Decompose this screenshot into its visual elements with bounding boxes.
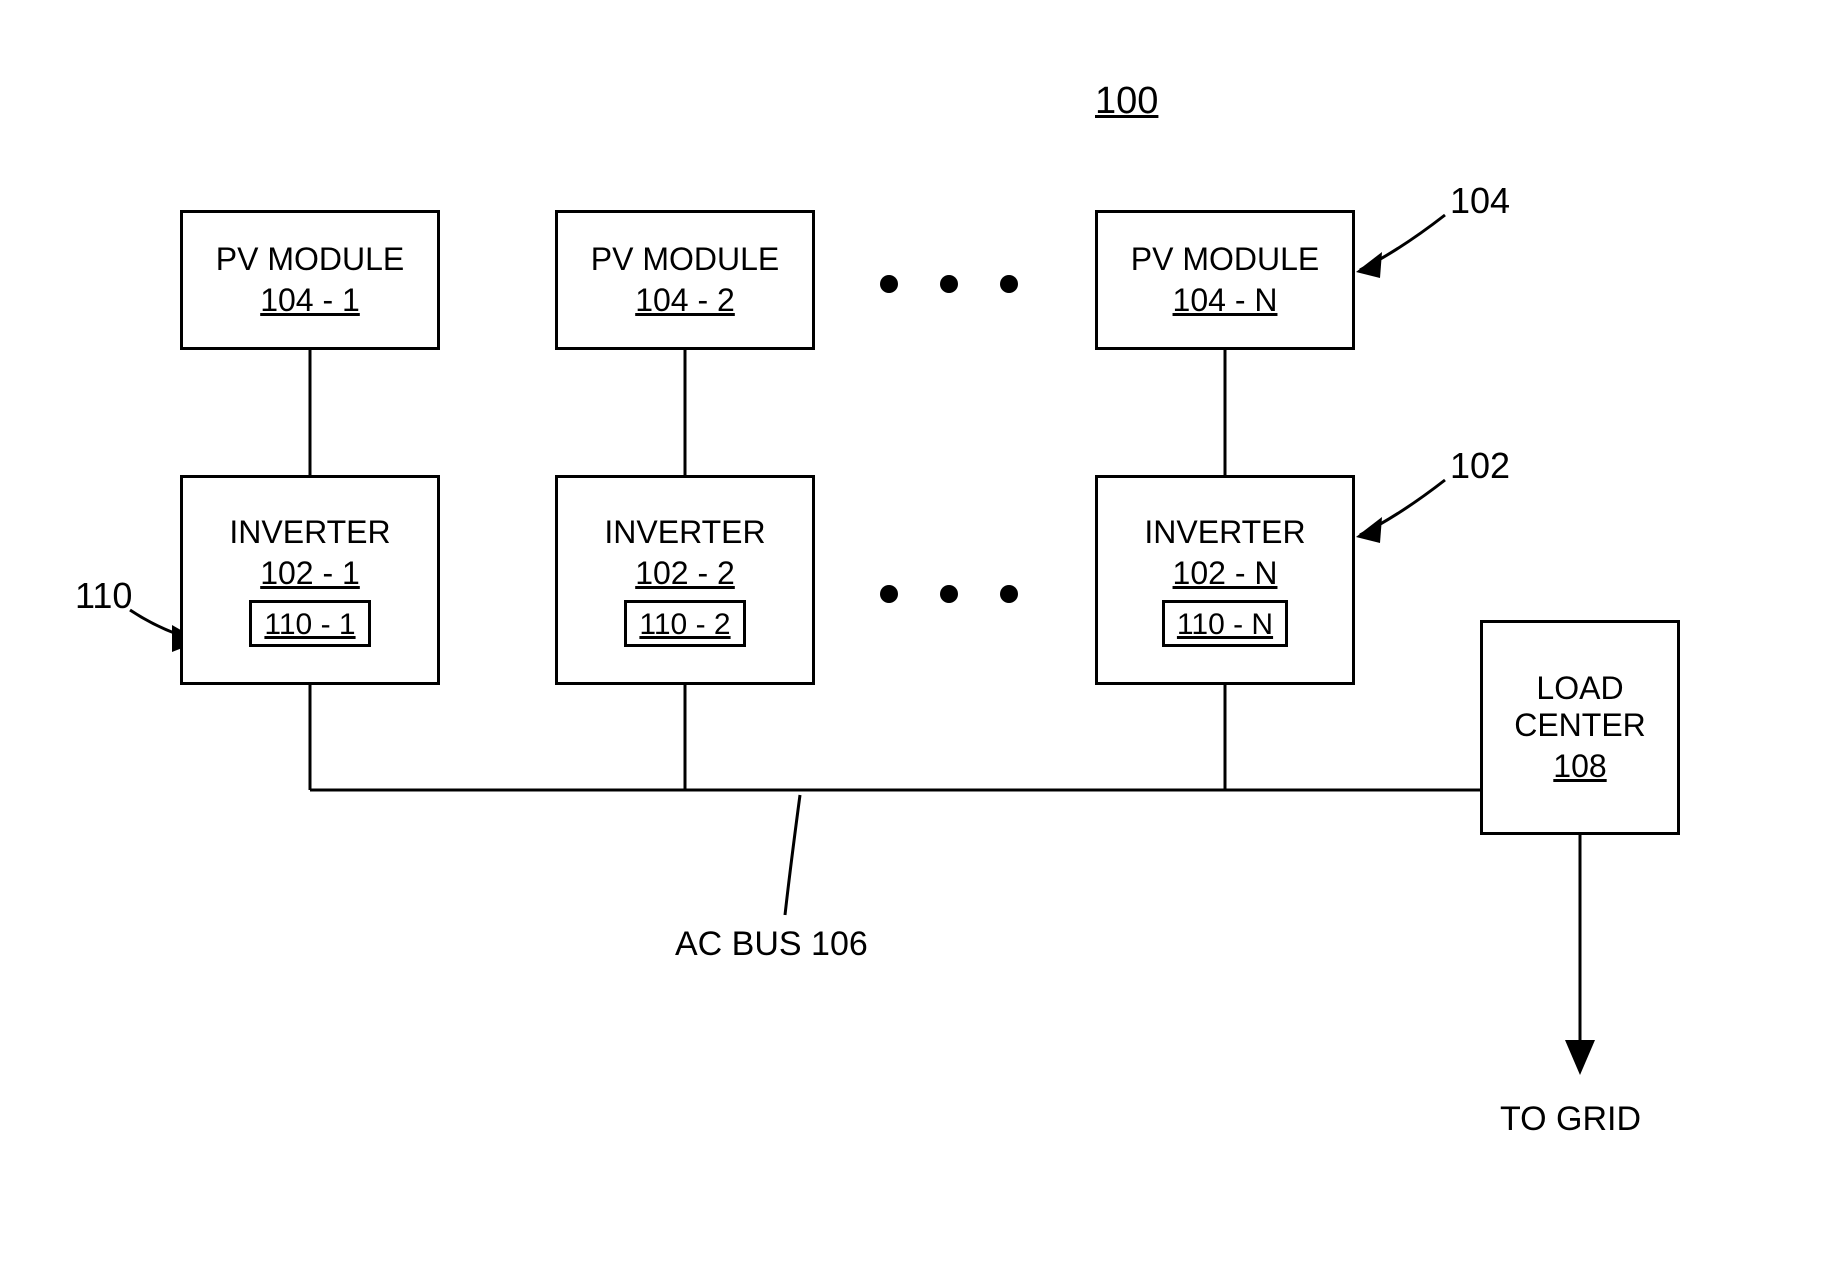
- pvn-title: PV MODULE: [1131, 241, 1319, 278]
- dot-icon: [1000, 585, 1018, 603]
- figure-reference: 100: [1095, 80, 1158, 123]
- ellipsis-middle: [880, 585, 1018, 603]
- pv2-ref: 104 - 2: [635, 282, 735, 319]
- pv1-ref: 104 - 1: [260, 282, 360, 319]
- inv2-sub: 110 - 2: [639, 608, 730, 641]
- pv2-title: PV MODULE: [591, 241, 779, 278]
- inv2-title: INVERTER: [604, 514, 765, 551]
- pv-module-2: PV MODULE 104 - 2: [555, 210, 815, 350]
- dot-icon: [940, 275, 958, 293]
- dot-icon: [880, 585, 898, 603]
- load-title1: LOAD: [1536, 670, 1623, 707]
- inv1-sub-box: 110 - 1: [249, 600, 370, 647]
- inv2-sub-box: 110 - 2: [624, 600, 745, 647]
- inv1-sub: 110 - 1: [264, 608, 355, 641]
- inv2-ref: 102 - 2: [635, 555, 735, 592]
- inverter-n: INVERTER 102 - N 110 - N: [1095, 475, 1355, 685]
- inverter-1: INVERTER 102 - 1 110 - 1: [180, 475, 440, 685]
- invn-ref: 102 - N: [1173, 555, 1278, 592]
- block-diagram: 100 PV MODULE 104 - 1 PV MODULE 104 - 2 …: [0, 0, 1826, 1285]
- to-grid-label: TO GRID: [1500, 1100, 1641, 1139]
- dot-icon: [880, 275, 898, 293]
- ellipsis-top: [880, 275, 1018, 293]
- dot-icon: [1000, 275, 1018, 293]
- invn-title: INVERTER: [1144, 514, 1305, 551]
- inverter-2: INVERTER 102 - 2 110 - 2: [555, 475, 815, 685]
- callout-pv-group: 104: [1450, 180, 1510, 222]
- load-center: LOAD CENTER 108: [1480, 620, 1680, 835]
- dot-icon: [940, 585, 958, 603]
- pv1-title: PV MODULE: [216, 241, 404, 278]
- inv1-title: INVERTER: [229, 514, 390, 551]
- pvn-ref: 104 - N: [1173, 282, 1278, 319]
- load-title2: CENTER: [1514, 707, 1646, 744]
- inv1-ref: 102 - 1: [260, 555, 360, 592]
- callout-inv-group: 102: [1450, 445, 1510, 487]
- invn-sub-box: 110 - N: [1162, 600, 1288, 647]
- callout-sub-group: 110: [75, 575, 132, 617]
- ac-bus-label: AC BUS 106: [675, 925, 868, 964]
- load-ref: 108: [1553, 748, 1606, 785]
- pv-module-1: PV MODULE 104 - 1: [180, 210, 440, 350]
- invn-sub: 110 - N: [1177, 608, 1273, 641]
- pv-module-n: PV MODULE 104 - N: [1095, 210, 1355, 350]
